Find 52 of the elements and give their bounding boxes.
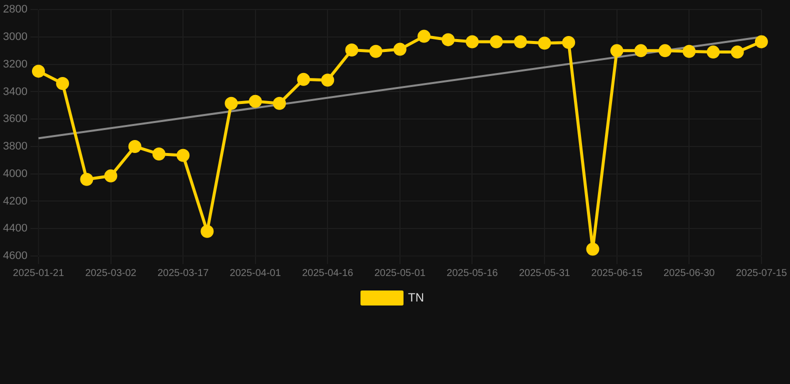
x-tick-label: 2025-03-17 bbox=[157, 268, 210, 279]
x-tick-label: 2025-04-01 bbox=[230, 268, 282, 279]
point bbox=[442, 33, 455, 46]
x-tick-label: 2025-06-15 bbox=[591, 268, 643, 279]
point bbox=[80, 172, 94, 186]
point bbox=[634, 44, 648, 58]
point bbox=[393, 42, 406, 56]
x-tick-label: 2025-05-16 bbox=[446, 268, 498, 279]
point bbox=[345, 43, 358, 56]
x-tick-label: 2025-04-16 bbox=[302, 268, 354, 279]
y-tick-label: 3800 bbox=[2, 140, 28, 153]
y-tick-label: 3200 bbox=[2, 58, 28, 70]
y-tick-label: 4000 bbox=[2, 168, 28, 180]
point bbox=[321, 74, 334, 87]
point bbox=[754, 35, 768, 48]
x-tick-label: 2025-03-02 bbox=[85, 268, 137, 279]
point bbox=[152, 148, 166, 161]
point bbox=[562, 36, 576, 49]
x-tick-label: 2025-05-01 bbox=[374, 268, 426, 279]
point bbox=[610, 44, 624, 58]
y-tick-label: 4200 bbox=[2, 195, 28, 208]
point bbox=[538, 36, 552, 50]
point bbox=[586, 242, 600, 256]
x-tick-label: 2025-05-31 bbox=[518, 268, 571, 279]
legend-label: TN bbox=[408, 290, 424, 304]
point bbox=[128, 140, 142, 153]
point bbox=[297, 72, 310, 86]
point bbox=[248, 94, 262, 108]
point bbox=[730, 46, 744, 59]
point bbox=[369, 44, 382, 58]
point bbox=[56, 77, 70, 90]
y-tick-label: 4400 bbox=[2, 222, 28, 235]
x-tick-label: 2025-07-15 bbox=[736, 268, 788, 279]
point bbox=[104, 169, 118, 182]
y-tick-label: 3600 bbox=[2, 113, 28, 126]
point bbox=[176, 148, 190, 162]
point bbox=[682, 44, 696, 58]
y-tick-label: 2800 bbox=[2, 4, 28, 16]
point bbox=[658, 44, 672, 58]
point bbox=[418, 30, 431, 43]
y-tick-label: 3400 bbox=[2, 86, 28, 98]
point bbox=[514, 35, 527, 48]
point bbox=[706, 46, 720, 59]
y-tick-label: 4600 bbox=[2, 250, 28, 262]
y-tick-label: 3000 bbox=[2, 31, 28, 44]
point bbox=[272, 96, 286, 110]
point bbox=[490, 35, 503, 48]
x-tick-label: 2025-01-21 bbox=[12, 268, 64, 279]
point bbox=[200, 224, 214, 238]
point bbox=[466, 35, 479, 48]
x-tick-label: 2025-06-30 bbox=[664, 268, 716, 279]
point bbox=[224, 96, 238, 110]
